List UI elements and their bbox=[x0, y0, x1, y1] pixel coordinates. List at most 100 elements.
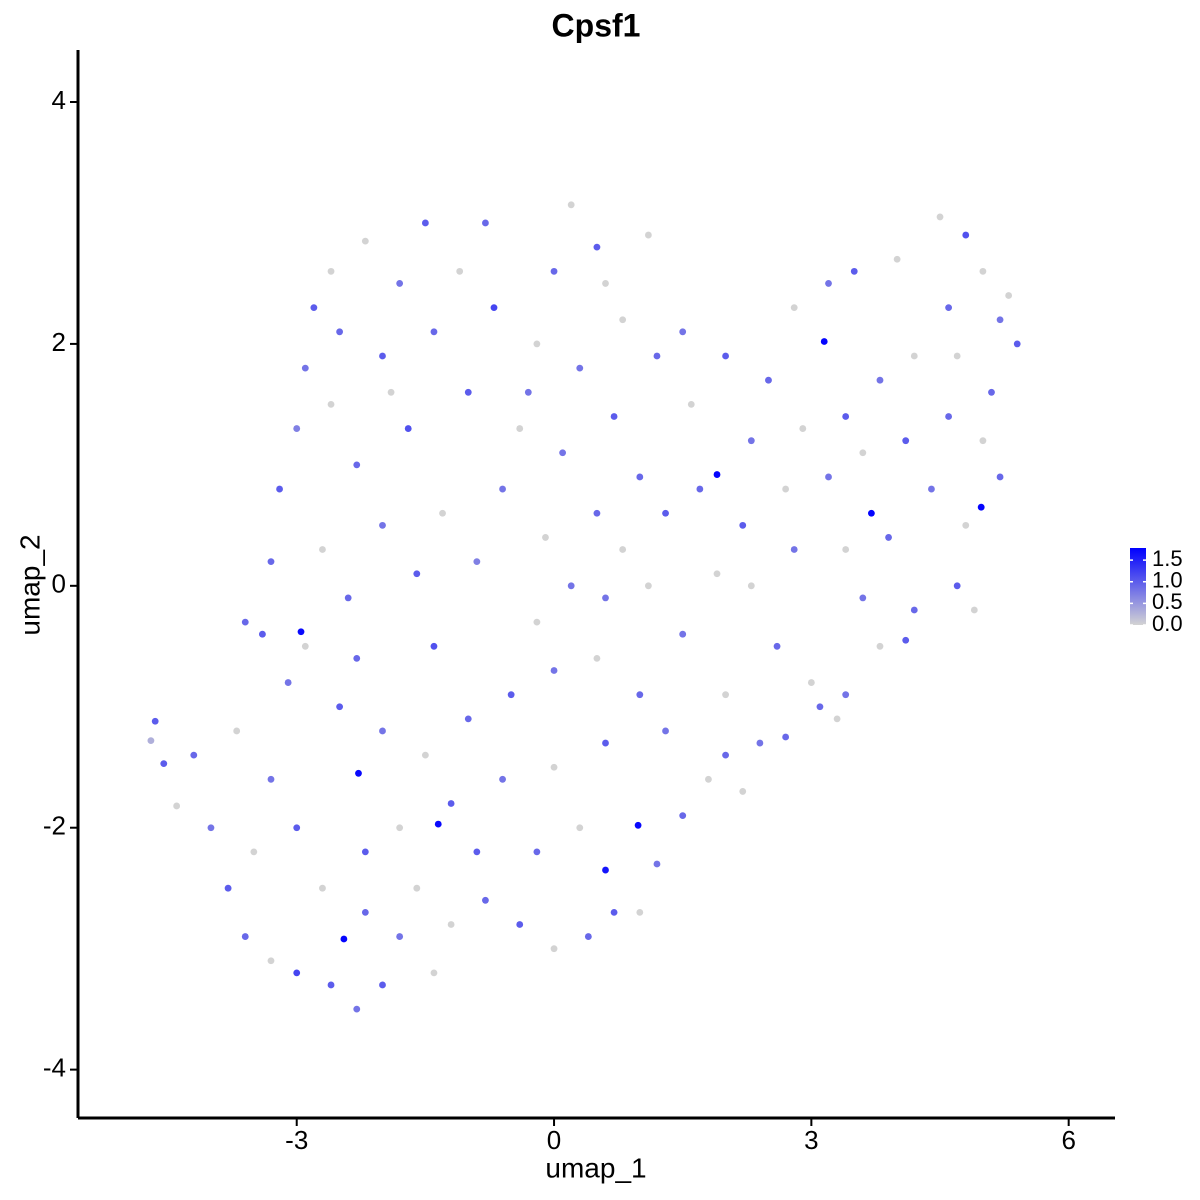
point bbox=[233, 727, 241, 735]
point bbox=[499, 775, 506, 783]
point bbox=[696, 485, 704, 493]
point bbox=[910, 352, 918, 360]
point bbox=[430, 642, 438, 650]
point bbox=[430, 328, 438, 336]
point bbox=[893, 255, 901, 263]
point bbox=[473, 848, 481, 856]
point bbox=[327, 981, 335, 989]
point bbox=[619, 316, 627, 324]
point bbox=[396, 933, 404, 940]
point bbox=[773, 642, 781, 650]
point bbox=[910, 606, 918, 614]
point bbox=[705, 775, 712, 783]
point bbox=[662, 727, 669, 735]
point bbox=[361, 908, 369, 916]
point bbox=[902, 437, 910, 445]
point bbox=[979, 437, 987, 445]
point bbox=[293, 969, 301, 977]
point bbox=[962, 521, 970, 529]
point bbox=[355, 769, 362, 777]
point bbox=[297, 628, 305, 636]
point bbox=[361, 237, 369, 245]
point bbox=[550, 763, 558, 771]
point bbox=[679, 328, 687, 336]
y-tick-label: 0 bbox=[52, 569, 66, 599]
point bbox=[988, 388, 995, 396]
legend-label: 0.0 bbox=[1152, 611, 1183, 636]
point bbox=[379, 727, 386, 735]
point bbox=[490, 304, 498, 312]
point bbox=[224, 884, 232, 892]
point bbox=[687, 400, 695, 408]
point bbox=[610, 908, 618, 916]
point bbox=[876, 642, 884, 650]
point bbox=[464, 388, 472, 396]
y-tick-label: 4 bbox=[52, 85, 66, 115]
point bbox=[850, 267, 858, 275]
point bbox=[739, 521, 747, 529]
point bbox=[421, 219, 429, 227]
point bbox=[722, 352, 729, 360]
point bbox=[413, 570, 421, 578]
point bbox=[902, 636, 910, 644]
point bbox=[782, 733, 790, 741]
point bbox=[542, 534, 549, 541]
point bbox=[593, 654, 601, 662]
point bbox=[739, 788, 747, 795]
point bbox=[340, 935, 348, 943]
point bbox=[602, 866, 609, 874]
point bbox=[533, 848, 541, 856]
point bbox=[353, 654, 361, 662]
point bbox=[499, 485, 506, 493]
point bbox=[379, 521, 386, 529]
point bbox=[842, 413, 850, 420]
point bbox=[653, 352, 661, 360]
point bbox=[807, 679, 815, 686]
point bbox=[353, 461, 361, 469]
x-axis-title: umap_1 bbox=[545, 1152, 646, 1183]
y-tick-label: -2 bbox=[43, 811, 66, 841]
point bbox=[593, 243, 601, 251]
point bbox=[1013, 340, 1021, 348]
point bbox=[533, 618, 541, 626]
point bbox=[507, 691, 515, 699]
point bbox=[173, 802, 181, 810]
point bbox=[644, 582, 652, 590]
point bbox=[820, 338, 828, 345]
point bbox=[301, 642, 309, 650]
point bbox=[722, 751, 729, 759]
point bbox=[610, 413, 618, 420]
point bbox=[593, 509, 601, 517]
point bbox=[319, 546, 326, 553]
point bbox=[396, 824, 404, 832]
point bbox=[516, 425, 524, 432]
point bbox=[816, 703, 824, 711]
point bbox=[602, 280, 609, 287]
point bbox=[336, 328, 344, 336]
point bbox=[533, 340, 541, 348]
point bbox=[825, 473, 832, 481]
point bbox=[404, 425, 412, 432]
point bbox=[276, 485, 283, 493]
x-tick-label: 6 bbox=[1061, 1125, 1075, 1155]
point bbox=[602, 739, 609, 747]
point bbox=[456, 267, 464, 275]
point bbox=[953, 352, 961, 360]
point bbox=[644, 231, 652, 239]
point bbox=[293, 425, 301, 432]
point bbox=[439, 509, 446, 517]
point bbox=[756, 739, 764, 747]
point bbox=[284, 679, 292, 686]
point bbox=[842, 546, 850, 553]
point bbox=[327, 400, 335, 408]
point bbox=[379, 981, 386, 989]
point bbox=[842, 691, 850, 699]
point bbox=[413, 884, 421, 892]
point bbox=[859, 594, 867, 602]
points bbox=[147, 201, 1021, 1013]
point bbox=[241, 618, 249, 626]
point bbox=[885, 534, 892, 541]
point bbox=[353, 1005, 361, 1013]
point bbox=[945, 304, 952, 312]
